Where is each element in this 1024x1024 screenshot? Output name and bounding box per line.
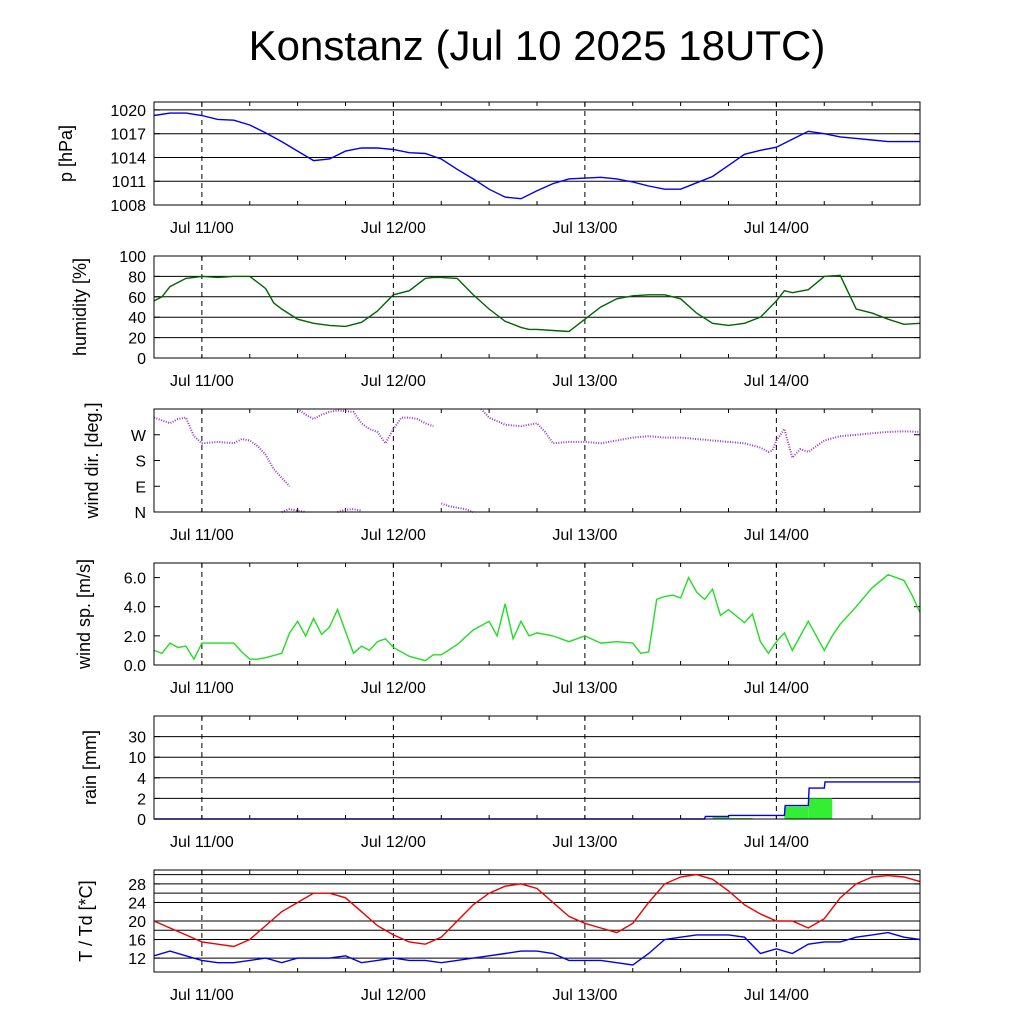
y-tick-label: W [131, 428, 147, 445]
y-axis-label: p [hPa] [56, 125, 76, 182]
x-tick-label: Jul 12/00 [361, 987, 426, 1004]
series-line [480, 408, 921, 460]
series-line [440, 502, 474, 513]
x-tick-label: Jul 12/00 [361, 373, 426, 390]
y-tick-label: 80 [128, 269, 146, 286]
panel-temperature: Jul 11/00 Jul 12/00 Jul 13/00 Jul 14/00 1216… [76, 869, 921, 1004]
y-axis-label: wind dir. [deg.] [82, 402, 102, 519]
panel-wind_dir: Jul 11/00 Jul 12/00 Jul 13/00 Jul 14/00 NESW… [82, 402, 921, 544]
y-tick-label: E [135, 479, 146, 496]
series-line [297, 408, 434, 446]
series-line [281, 508, 306, 513]
x-tick-label: Jul 12/00 [361, 834, 426, 851]
panel-humidity: Jul 11/00 Jul 12/00 Jul 13/00 Jul 14/00 0 20 4… [70, 249, 921, 390]
series-line [153, 873, 921, 948]
y-tick-label: 2.0 [124, 629, 146, 646]
y-tick-label: 30 [128, 730, 146, 747]
x-tick-label: Jul 11/00 [170, 220, 234, 237]
x-tick-label: Jul 14/00 [744, 834, 809, 851]
series-line [337, 508, 362, 513]
y-tick-label: 1020 [110, 103, 146, 120]
y-tick-label: 4.0 [124, 600, 146, 617]
y-tick-label: 6.0 [124, 571, 146, 588]
panel-wind_speed: Jul 11/00 Jul 12/00 Jul 13/00 Jul 14/00 0.0 2… [74, 559, 921, 697]
y-tick-label: N [134, 505, 146, 522]
x-tick-label: Jul 12/00 [361, 527, 426, 544]
y-tick-label: 28 [128, 877, 146, 894]
x-tick-label: Jul 12/00 [361, 680, 426, 697]
x-tick-label: Jul 13/00 [552, 373, 617, 390]
rain-bar [728, 817, 753, 819]
y-tick-label: 1017 [110, 127, 146, 144]
y-tick-label: 1008 [110, 198, 146, 215]
y-tick-label: 2 [137, 791, 146, 808]
y-tick-label: 0 [137, 812, 146, 829]
x-tick-label: Jul 11/00 [170, 373, 234, 390]
y-tick-label: 10 [128, 750, 146, 767]
series-line [154, 781, 920, 820]
panel-pressure: Jul 11/00 Jul 12/00 Jul 13/00 Jul 14/00 1008… [56, 101, 921, 237]
series-line [153, 931, 921, 966]
panel-frame [153, 562, 921, 666]
series-line [153, 573, 921, 662]
x-tick-label: Jul 14/00 [744, 373, 809, 390]
panel-frame [153, 869, 921, 973]
y-axis-label: wind sp. [m/s] [74, 559, 94, 670]
x-tick-label: Jul 13/00 [552, 220, 617, 237]
x-tick-label: Jul 11/00 [170, 834, 234, 851]
panel-frame [153, 101, 921, 206]
x-tick-label: Jul 12/00 [361, 220, 426, 237]
x-tick-label: Jul 14/00 [744, 527, 809, 544]
y-tick-label: 1011 [112, 174, 147, 191]
x-tick-label: Jul 14/00 [744, 987, 809, 1004]
series-line [153, 112, 920, 200]
chart-title: Konstanz (Jul 10 2025 18UTC) [248, 22, 826, 69]
x-tick-label: Jul 13/00 [552, 987, 617, 1004]
y-tick-label: 40 [128, 310, 146, 327]
series-line [153, 416, 291, 487]
y-tick-label: 20 [128, 914, 146, 931]
series-line [153, 274, 921, 333]
panel-frame [153, 715, 921, 820]
y-tick-label: 0 [137, 351, 146, 368]
y-tick-label: S [135, 454, 146, 471]
y-tick-label: 4 [137, 771, 146, 788]
x-tick-label: Jul 13/00 [552, 680, 617, 697]
x-tick-label: Jul 11/00 [170, 527, 234, 544]
x-tick-label: Jul 11/00 [170, 987, 234, 1004]
x-tick-label: Jul 11/00 [170, 680, 234, 697]
y-tick-label: 1014 [110, 150, 146, 167]
x-tick-label: Jul 13/00 [552, 834, 617, 851]
y-axis-label: T / Td [*C] [76, 880, 96, 961]
panel-rain: Jul 11/00 Jul 12/00 Jul 13/00 Jul 14/00 0 2 4 1… [80, 715, 921, 851]
y-axis-label: rain [mm] [80, 730, 100, 805]
x-tick-label: Jul 14/00 [744, 680, 809, 697]
panel-frame [153, 255, 921, 359]
y-tick-label: 60 [128, 290, 146, 307]
y-tick-label: 0.0 [124, 658, 146, 675]
x-tick-label: Jul 14/00 [744, 220, 809, 237]
x-tick-label: Jul 13/00 [552, 527, 617, 544]
y-tick-label: 16 [128, 933, 146, 950]
rain-bar [808, 798, 833, 819]
panel-frame [153, 408, 921, 513]
y-tick-label: 20 [128, 331, 146, 348]
y-axis-label: humidity [%] [70, 258, 90, 356]
rain-bar [784, 806, 809, 819]
y-tick-label: 12 [128, 951, 146, 968]
y-tick-label: 100 [119, 249, 146, 266]
y-tick-label: 24 [128, 895, 146, 912]
rain-bar [712, 816, 729, 819]
